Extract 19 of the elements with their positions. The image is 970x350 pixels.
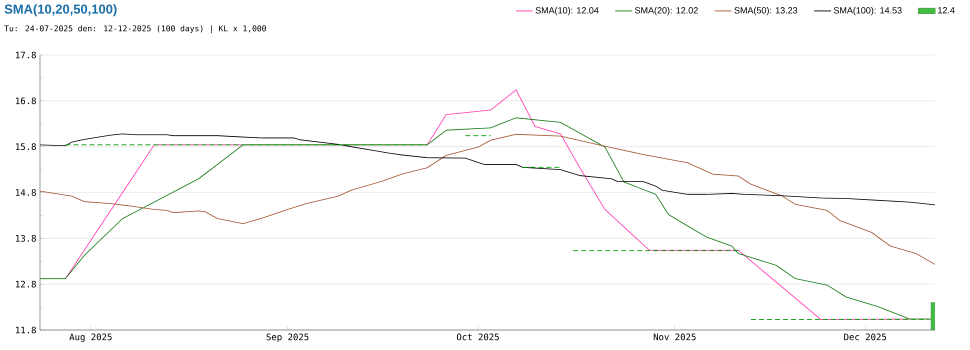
x-tick-label: Dec 2025 <box>844 334 886 340</box>
x-tick-label: Aug 2025 <box>69 334 112 342</box>
x-tick-label: Sep 2025 <box>266 334 308 342</box>
x-tick-label: Nov 2025 <box>654 334 696 340</box>
legend-label: SMA(10): 12.04 <box>536 6 599 16</box>
legend-label: SMA(50): 13.23 <box>734 6 798 16</box>
y-tick-label: 15.8 <box>16 143 36 150</box>
y-tick-label: 17.8 <box>16 52 36 58</box>
legend-label: 12.4 <box>938 7 955 14</box>
legend-label: SMA(100): 14.53 <box>834 6 902 16</box>
chart-title: SMA(10,20,50,100) <box>4 4 117 16</box>
y-tick-label: 12.8 <box>16 280 36 288</box>
line-series <box>40 134 936 265</box>
legend-label: SMA(20): 12.02 <box>635 6 698 16</box>
y-tick-label: 13.8 <box>16 234 36 242</box>
y-tick-label: 14.8 <box>16 189 36 196</box>
y-tick-label: 16.8 <box>16 97 36 104</box>
x-tick-label: Oct 2025 <box>456 334 499 340</box>
y-tick-label: 11.8 <box>16 326 36 334</box>
